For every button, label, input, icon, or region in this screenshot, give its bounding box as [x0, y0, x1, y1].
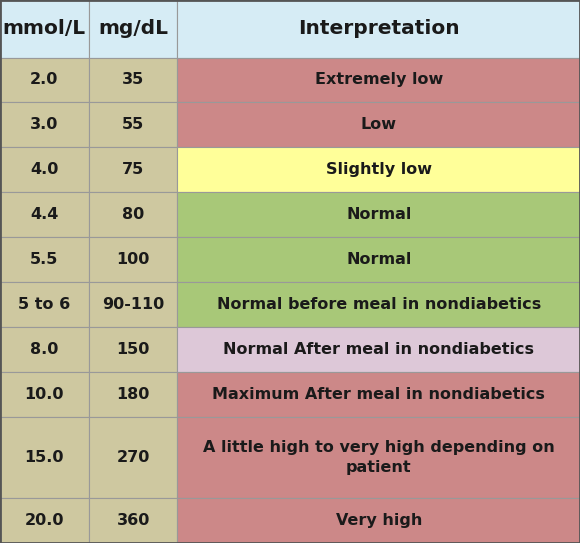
Bar [177, 498, 580, 543]
Text: 20.0: 20.0 [24, 513, 64, 528]
Bar [0, 58, 89, 103]
Bar [0, 0, 89, 58]
Bar [89, 282, 177, 327]
Bar [177, 282, 580, 327]
Text: Normal After meal in nondiabetics: Normal After meal in nondiabetics [223, 342, 534, 357]
Bar [177, 103, 580, 147]
Text: mmol/L: mmol/L [3, 19, 86, 38]
Text: 5 to 6: 5 to 6 [18, 297, 71, 312]
Text: 5.5: 5.5 [30, 252, 59, 267]
Text: 180: 180 [117, 387, 150, 402]
Text: Slightly low: Slightly low [326, 162, 432, 178]
Text: 55: 55 [122, 117, 144, 132]
Text: 4.4: 4.4 [30, 207, 59, 222]
Bar [0, 498, 89, 543]
Text: Low: Low [361, 117, 397, 132]
Text: 15.0: 15.0 [24, 450, 64, 465]
Text: 35: 35 [122, 73, 144, 87]
Bar [0, 327, 89, 372]
Text: 80: 80 [122, 207, 144, 222]
Bar [0, 417, 89, 498]
Text: 150: 150 [117, 342, 150, 357]
Text: 90-110: 90-110 [102, 297, 164, 312]
Bar [177, 192, 580, 237]
Bar [177, 372, 580, 417]
Bar [89, 327, 177, 372]
Bar [0, 103, 89, 147]
Text: Extremely low: Extremely low [314, 73, 443, 87]
Bar [89, 192, 177, 237]
Text: A little high to very high depending on
patient: A little high to very high depending on … [203, 440, 554, 475]
Text: Interpretation: Interpretation [298, 19, 459, 38]
Text: 75: 75 [122, 162, 144, 178]
Bar [177, 417, 580, 498]
Text: Normal before meal in nondiabetics: Normal before meal in nondiabetics [216, 297, 541, 312]
Bar [89, 498, 177, 543]
Text: Normal: Normal [346, 207, 411, 222]
Text: Very high: Very high [336, 513, 422, 528]
Text: 4.0: 4.0 [30, 162, 59, 178]
Bar [89, 147, 177, 192]
Text: 100: 100 [117, 252, 150, 267]
Bar [89, 103, 177, 147]
Text: 10.0: 10.0 [24, 387, 64, 402]
Bar [89, 0, 177, 58]
Text: mg/dL: mg/dL [98, 19, 168, 38]
Bar [0, 192, 89, 237]
Bar [177, 147, 580, 192]
Bar [177, 327, 580, 372]
Bar [0, 237, 89, 282]
Bar [89, 237, 177, 282]
Bar [89, 417, 177, 498]
Text: 3.0: 3.0 [30, 117, 59, 132]
Text: Normal: Normal [346, 252, 411, 267]
Bar [177, 0, 580, 58]
Text: 360: 360 [117, 513, 150, 528]
Bar [0, 372, 89, 417]
Text: 2.0: 2.0 [30, 73, 59, 87]
Bar [89, 372, 177, 417]
Bar [0, 147, 89, 192]
Bar [89, 58, 177, 103]
Bar [177, 58, 580, 103]
Bar [0, 282, 89, 327]
Text: Maximum After meal in nondiabetics: Maximum After meal in nondiabetics [212, 387, 545, 402]
Bar [177, 237, 580, 282]
Text: 8.0: 8.0 [30, 342, 59, 357]
Text: 270: 270 [117, 450, 150, 465]
